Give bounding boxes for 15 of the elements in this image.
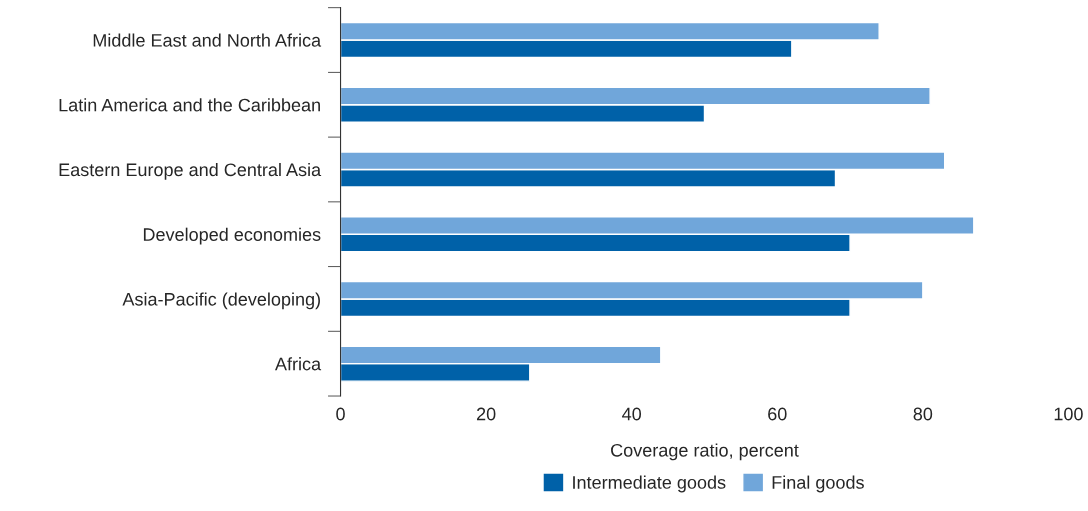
x-tick-label: 60 [768,407,787,421]
x-tick-label: 20 [476,407,496,421]
x-tick-label: 40 [622,407,642,421]
x-tick-label: 0 [336,407,345,421]
y-tick-label: Asia-Pacific (developing) [122,292,320,310]
x-tick-label: 80 [913,407,933,421]
y-tick-label: Latin America and the Caribbean [59,98,320,112]
x-tick-label: 100 [1054,407,1083,421]
y-tick-label: Eastern Europe and Central Asia [59,162,322,180]
y-tick-label: Middle East and North Africa [93,33,322,47]
y-tick-label: Africa [274,357,322,371]
legend-label: Final goods [772,475,864,493]
y-tick-label: Developed economies [143,227,321,245]
x-axis-title: Coverage ratio, percent [611,443,799,461]
legend-label: Intermediate goods [573,475,726,493]
